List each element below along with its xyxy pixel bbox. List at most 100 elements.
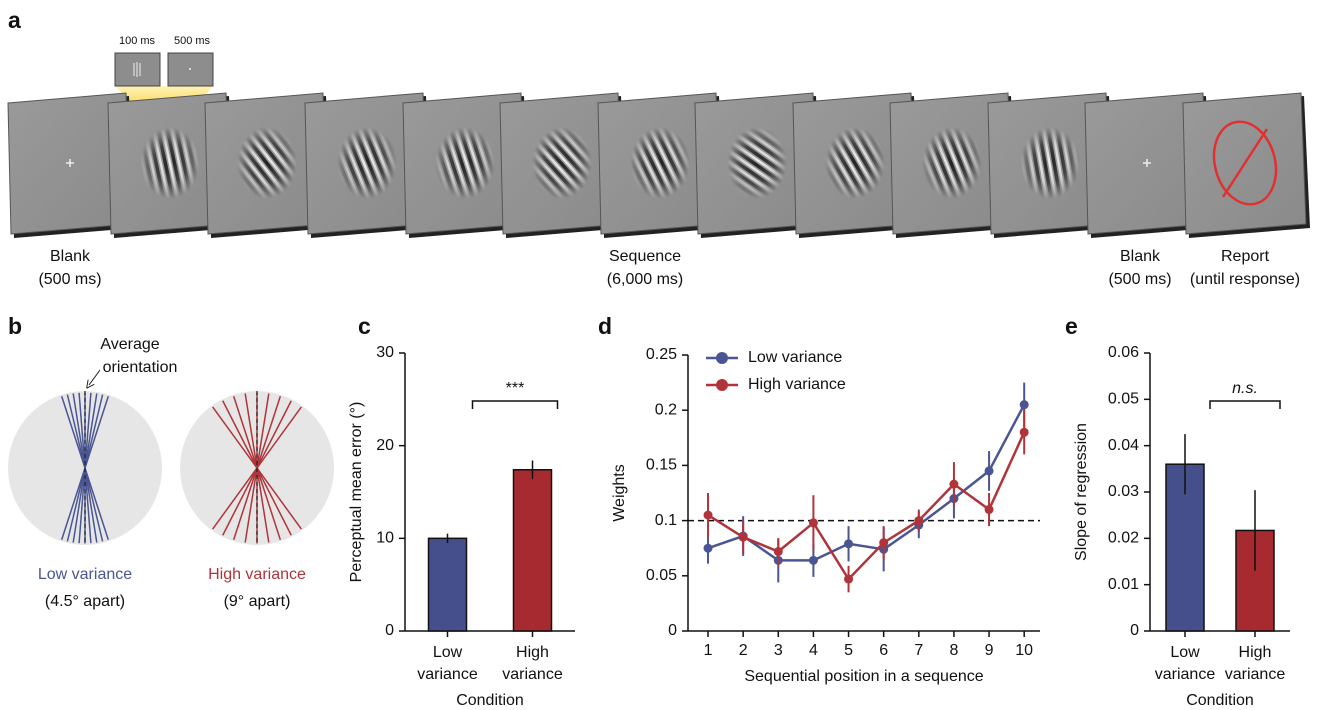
- panel-label: d: [598, 313, 612, 339]
- screen: [402, 92, 530, 238]
- screen: [694, 92, 822, 238]
- inset-label: 500 ms: [174, 35, 211, 47]
- y-tick-label: 10: [376, 530, 394, 547]
- bar: [427, 537, 468, 632]
- fixation-cross: [66, 159, 74, 167]
- caption-title: Blank: [50, 248, 91, 265]
- condition-spacing: (4.5° apart): [45, 593, 125, 610]
- point: [984, 466, 994, 476]
- point: [808, 555, 818, 565]
- point: [773, 547, 783, 557]
- significance-label: ***: [506, 380, 525, 397]
- y-tick-label: 0.15: [646, 457, 677, 474]
- x-tick-label: 5: [844, 642, 853, 659]
- y-tick-label: 0.05: [646, 567, 677, 584]
- fixation-cross: [1143, 159, 1151, 167]
- response-ring: [1212, 120, 1278, 206]
- screen: [304, 92, 432, 238]
- caption-duration: (500 ms): [38, 271, 101, 288]
- x-tick-label: High variance: [1225, 644, 1286, 683]
- x-tick-label: 9: [985, 642, 994, 659]
- inset-grating: [133, 62, 141, 77]
- grating: [1020, 127, 1080, 199]
- y-tick-label: 0.05: [1108, 391, 1139, 408]
- point: [844, 539, 854, 549]
- screen: [107, 92, 235, 238]
- screen: [987, 92, 1115, 238]
- point: [879, 538, 889, 548]
- y-tick-label: 20: [376, 437, 394, 454]
- grating: [140, 127, 200, 199]
- y-axis-label: Perceptual mean error (°): [348, 402, 365, 583]
- legend-marker: [716, 379, 728, 391]
- point: [1019, 400, 1029, 410]
- panel-label: b: [8, 313, 22, 339]
- y-tick-label: 0.25: [646, 346, 677, 363]
- x-tick-label: 4: [809, 642, 818, 659]
- x-tick-label: Low variance: [417, 644, 478, 683]
- point: [949, 479, 959, 489]
- caption-duration: (500 ms): [1108, 271, 1171, 288]
- inset-label: 100 ms: [119, 35, 156, 47]
- series-line: [707, 431, 1026, 582]
- annotation: Average: [100, 336, 159, 353]
- point: [808, 518, 818, 528]
- annotation-arrow: [89, 369, 101, 385]
- grating: [922, 127, 982, 199]
- point: [1019, 427, 1029, 437]
- screen: [889, 92, 1017, 238]
- x-tick-label: High variance: [502, 644, 563, 683]
- point: [738, 532, 748, 542]
- screen: [1084, 92, 1212, 238]
- bar: [512, 469, 553, 632]
- point: [984, 505, 994, 515]
- response-bar: [1221, 128, 1269, 198]
- significance-label: n.s.: [1232, 380, 1258, 397]
- screen: [7, 92, 135, 238]
- y-tick-label: 0.2: [655, 401, 677, 418]
- y-tick-label: 0.04: [1108, 437, 1139, 454]
- x-axis-label: Condition: [456, 692, 524, 709]
- caption-duration: (until response): [1190, 271, 1300, 288]
- legend-label: Low variance: [748, 349, 842, 366]
- x-tick-label: Low variance: [1155, 644, 1216, 683]
- screen: [1182, 92, 1310, 238]
- y-tick-label: 0.02: [1108, 530, 1139, 547]
- significance-bracket: [1209, 400, 1281, 409]
- grating: [532, 127, 592, 199]
- condition-name: High variance: [208, 566, 306, 583]
- grating: [727, 127, 787, 199]
- y-tick-label: 0: [668, 622, 677, 639]
- x-tick-label: 7: [914, 642, 923, 659]
- caption-title: Report: [1221, 248, 1270, 265]
- y-axis-label: Slope of regression: [1073, 423, 1090, 561]
- legend-label: High variance: [748, 376, 846, 393]
- grating: [337, 127, 397, 199]
- screen: [204, 92, 332, 238]
- caption-title: Blank: [1120, 248, 1161, 265]
- screen: [499, 92, 627, 238]
- inset-dot: [189, 68, 191, 70]
- point: [844, 574, 854, 584]
- grating: [237, 127, 297, 199]
- panel-label: e: [1065, 313, 1078, 339]
- x-tick-label: 8: [949, 642, 958, 659]
- series-line: [707, 404, 1026, 562]
- panel-label: c: [358, 313, 371, 339]
- condition-name: Low variance: [38, 566, 132, 583]
- y-tick-label: 0.06: [1108, 344, 1139, 361]
- x-axis-label: Sequential position in a sequence: [744, 668, 983, 685]
- grating: [825, 127, 885, 199]
- y-axis-label: Weights: [611, 464, 628, 522]
- grating: [435, 127, 495, 199]
- y-tick-label: 0.1: [655, 512, 677, 529]
- caption-duration: (6,000 ms): [607, 271, 683, 288]
- screen: [792, 92, 920, 238]
- point: [703, 543, 713, 553]
- caption-title: Sequence: [609, 248, 681, 265]
- y-tick-label: 30: [376, 344, 394, 361]
- y-tick-label: 0: [1130, 622, 1139, 639]
- panel-label: a: [8, 7, 21, 33]
- x-tick-label: 1: [704, 642, 713, 659]
- y-tick-label: 0.03: [1108, 483, 1139, 500]
